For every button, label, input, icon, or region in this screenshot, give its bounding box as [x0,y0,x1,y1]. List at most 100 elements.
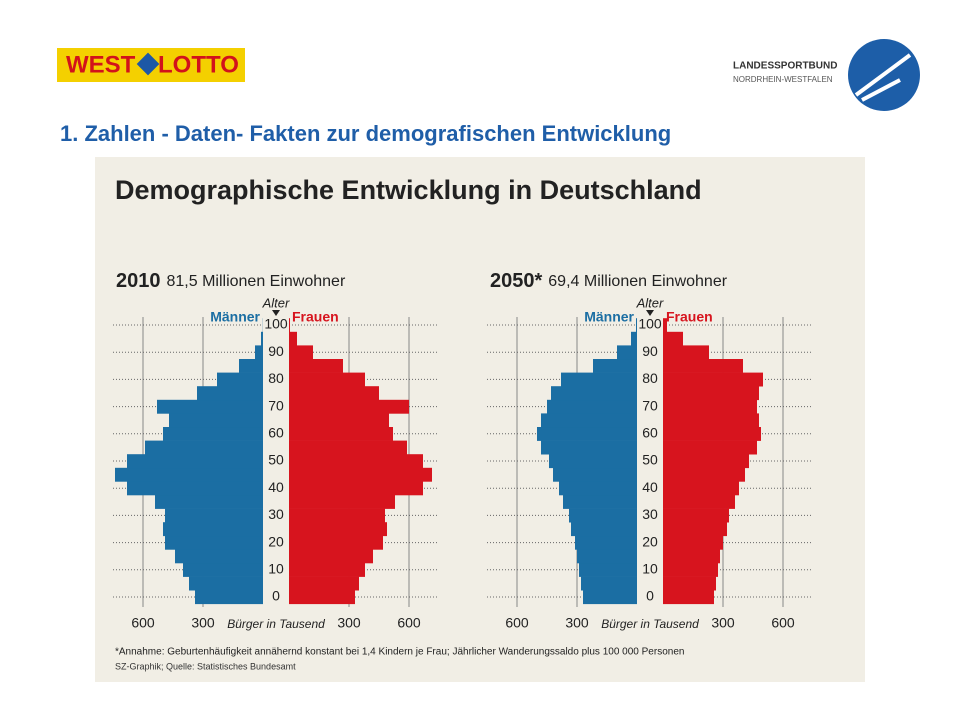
y-axis-label: Alter [262,295,290,310]
bar [289,508,385,523]
y-tick-label: 70 [642,397,658,413]
bar [289,318,290,333]
bar [165,508,263,523]
bar [636,318,637,333]
bar [163,427,263,441]
bar [157,399,263,414]
bar [663,345,709,360]
x-tick-label: 600 [397,615,421,631]
bar [577,549,637,564]
bar [175,549,263,564]
x-tick-label: 300 [337,615,361,631]
slide-title: 1. Zahlen - Daten- Fakten zur demografis… [60,121,671,146]
bar [663,427,761,441]
bar [549,454,637,469]
bar [617,345,637,360]
bar [663,590,714,605]
y-tick-label: 90 [268,343,284,359]
y-tick-label: 20 [642,533,658,549]
bar [289,345,313,360]
y-tick-label: 50 [642,452,658,468]
bar [537,427,637,441]
y-axis-label: Alter [636,295,664,310]
legend-label: Männer [584,309,634,325]
bar [663,454,749,469]
bar [289,454,423,469]
y-tick-label: 20 [268,533,284,549]
y-tick-label: 10 [268,561,284,577]
bar [663,549,720,564]
bar [165,535,263,550]
bar [559,481,637,496]
bar [163,522,263,537]
logo-right-word: LANDESSPORTBUND [733,61,837,72]
y-tick-label: 80 [268,370,284,386]
bar [663,508,729,523]
bar [169,413,263,428]
bar [631,331,637,346]
bar [571,522,637,537]
bar [663,481,739,496]
y-tick-label: 60 [268,425,284,441]
bar [663,467,745,482]
bar [289,522,387,537]
y-tick-label: 100 [264,316,288,332]
x-tick-label: 300 [191,615,215,631]
source: SZ-Graphik; Quelle: Statistisches Bundes… [115,661,296,671]
bar [115,467,263,482]
bar [127,454,263,469]
y-tick-label: 80 [642,370,658,386]
logo-left-word: LOTTO [158,51,239,78]
y-tick-label: 0 [646,588,654,604]
bar [289,331,297,346]
bar [579,563,637,577]
bar [289,576,359,591]
bar [663,563,718,577]
y-tick-label: 30 [268,506,284,522]
bar [563,495,637,509]
bar [189,576,263,591]
x-tick-label: 300 [711,615,735,631]
bar [663,413,759,428]
bar [145,440,263,455]
bar [195,590,263,605]
bar [663,440,757,455]
bar [663,399,757,414]
axis-marker [272,310,280,316]
bar [289,386,379,401]
bar [289,413,389,428]
x-tick-label: 600 [131,615,155,631]
bar [289,549,373,564]
bar [289,372,365,387]
bar [289,440,407,455]
bar [663,359,743,373]
bar [593,359,637,373]
bar [541,413,637,428]
x-tick-label: 600 [505,615,529,631]
chart-year: 2010 [116,270,161,292]
bar [289,590,355,605]
bar [663,535,723,550]
chart-title: 2010 81,5 Millionen Einwohner [116,270,346,292]
logo-right-word: NORDRHEIN-WESTFALEN [733,75,833,84]
x-axis-label: Bürger in Tausend [227,617,325,631]
y-tick-label: 40 [642,479,658,495]
bar [127,481,263,496]
bar [663,318,667,333]
bar [289,563,365,577]
x-tick-label: 600 [771,615,795,631]
bar [217,372,263,387]
chart-year: 2050* [490,270,542,292]
bar [289,495,395,509]
bar [663,386,759,401]
y-tick-label: 0 [272,588,280,604]
x-tick-label: 300 [565,615,589,631]
bar [575,535,637,550]
bar [289,399,409,414]
bar [289,427,393,441]
chart-subtitle: 81,5 Millionen Einwohner [167,273,346,290]
legend-label: Frauen [292,309,339,325]
bar [583,590,637,605]
legend-label: Männer [210,309,260,325]
